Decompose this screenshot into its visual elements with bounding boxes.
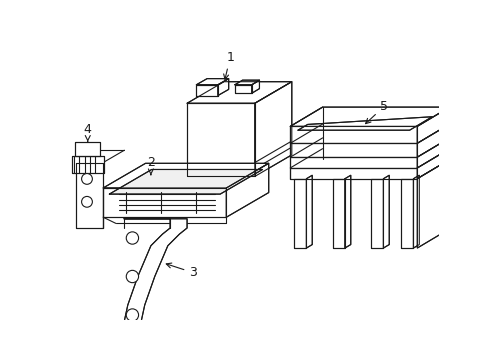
Polygon shape: [416, 107, 449, 143]
Polygon shape: [297, 117, 431, 130]
Polygon shape: [290, 157, 416, 168]
Circle shape: [126, 232, 138, 244]
Polygon shape: [196, 78, 228, 85]
Polygon shape: [103, 163, 268, 188]
Polygon shape: [383, 175, 388, 248]
Circle shape: [81, 174, 92, 184]
Polygon shape: [290, 143, 416, 157]
Text: 3: 3: [166, 263, 197, 279]
Polygon shape: [234, 85, 251, 93]
Polygon shape: [306, 175, 312, 248]
Polygon shape: [254, 82, 291, 176]
Polygon shape: [332, 179, 344, 248]
Polygon shape: [187, 82, 291, 103]
Polygon shape: [416, 138, 449, 168]
Polygon shape: [234, 80, 259, 85]
Polygon shape: [290, 168, 416, 179]
Circle shape: [126, 309, 138, 321]
Polygon shape: [218, 78, 228, 95]
Text: 4: 4: [83, 123, 92, 141]
Polygon shape: [109, 170, 262, 194]
Polygon shape: [251, 80, 259, 93]
Polygon shape: [416, 124, 449, 157]
Polygon shape: [196, 85, 218, 95]
Polygon shape: [344, 175, 350, 248]
Polygon shape: [123, 219, 187, 330]
Polygon shape: [416, 159, 449, 248]
Text: 2: 2: [147, 156, 155, 175]
Polygon shape: [71, 156, 104, 172]
Circle shape: [81, 197, 92, 207]
Polygon shape: [400, 179, 413, 248]
Polygon shape: [293, 179, 306, 248]
Polygon shape: [187, 103, 254, 176]
Text: 1: 1: [223, 50, 234, 79]
Polygon shape: [290, 126, 416, 143]
Polygon shape: [103, 188, 226, 217]
Text: 5: 5: [365, 100, 387, 123]
Circle shape: [126, 270, 138, 283]
Polygon shape: [226, 163, 268, 217]
Polygon shape: [75, 142, 100, 156]
Polygon shape: [290, 107, 449, 126]
Polygon shape: [416, 149, 449, 179]
Polygon shape: [413, 175, 418, 248]
Polygon shape: [370, 179, 383, 248]
Polygon shape: [76, 163, 103, 228]
